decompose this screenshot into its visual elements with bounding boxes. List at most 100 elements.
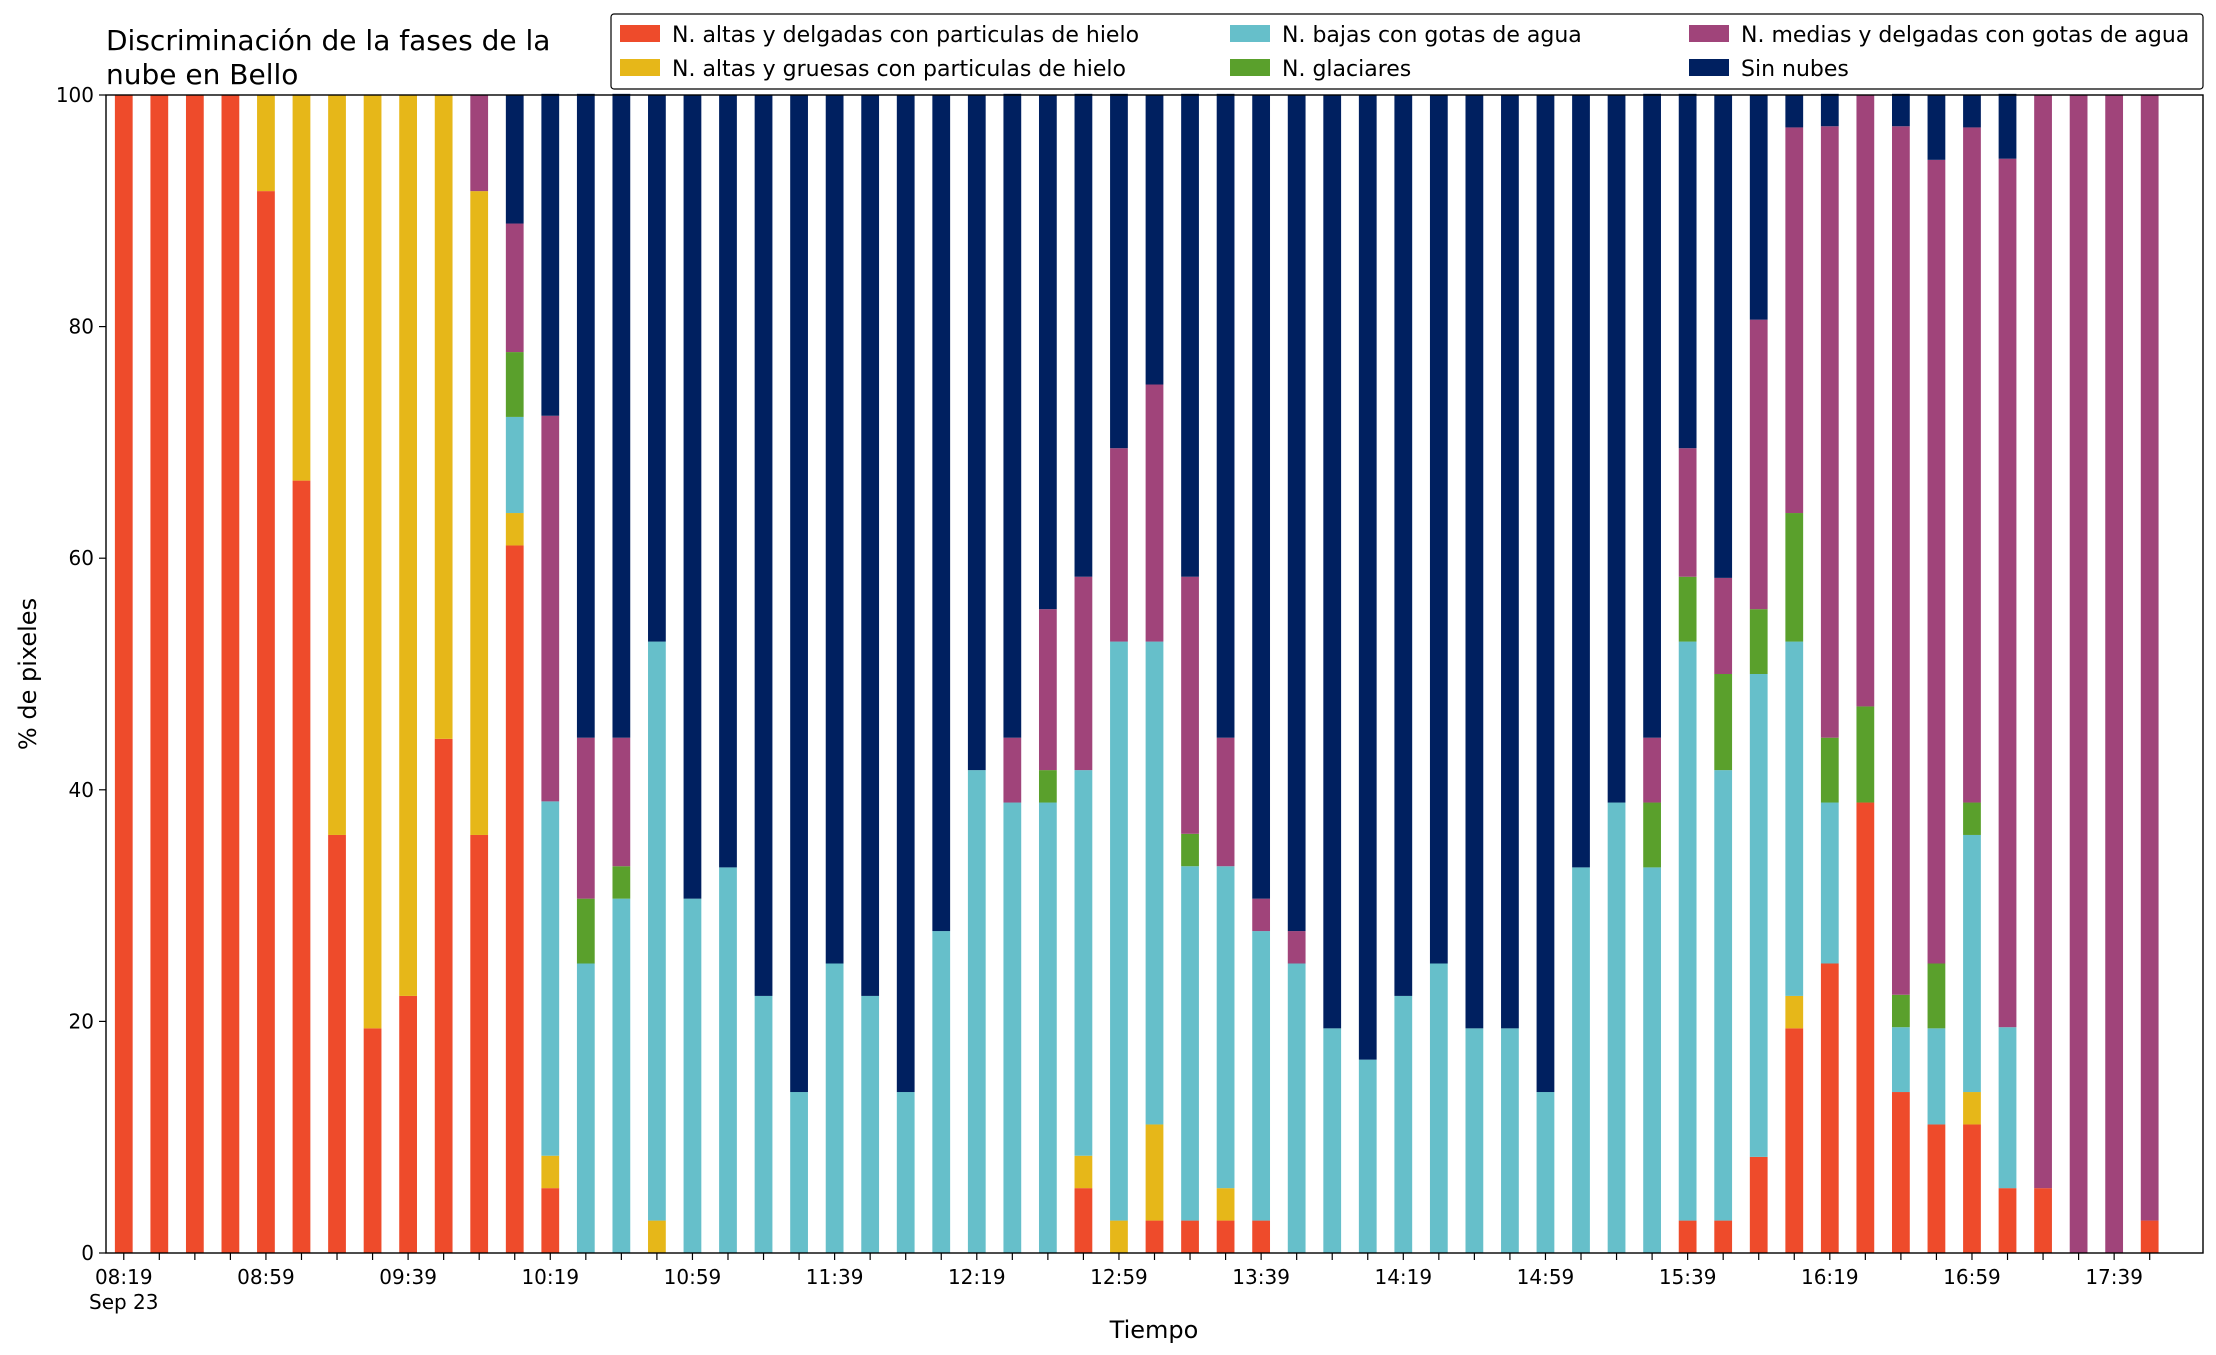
legend-label: N. medias y delgadas con gotas de agua bbox=[1741, 23, 2189, 48]
bar-segment bbox=[1003, 737, 1022, 803]
bar-segment bbox=[1785, 513, 1804, 642]
bar-segment bbox=[1323, 1028, 1342, 1253]
bar-segment bbox=[1429, 963, 1448, 1253]
bar-segment bbox=[1892, 1027, 1910, 1093]
bar-segment bbox=[1003, 93, 1022, 738]
bar-segment bbox=[1643, 93, 1661, 738]
bar-segment bbox=[1145, 641, 1164, 1125]
y-tick-label: 80 bbox=[69, 315, 94, 339]
bar-segment bbox=[1323, 95, 1342, 1029]
bar-segment bbox=[328, 95, 346, 835]
bar-segment bbox=[790, 95, 808, 1093]
bar-segment bbox=[1678, 1220, 1697, 1253]
bar-segment bbox=[1998, 158, 2017, 1028]
bar-segment bbox=[1749, 319, 1768, 610]
x-tick-label: 12:59 bbox=[1090, 1265, 1148, 1289]
bar-segment bbox=[1963, 802, 1981, 835]
bar-segment bbox=[505, 545, 524, 1253]
bar-segment bbox=[150, 95, 169, 1253]
bar-segment bbox=[505, 223, 524, 353]
bar-segment bbox=[363, 95, 382, 1029]
bar-segment bbox=[292, 95, 311, 481]
bar-segment bbox=[1110, 448, 1128, 642]
bar-segment bbox=[1216, 866, 1235, 1189]
bar-segment bbox=[861, 995, 880, 1253]
bar-segment bbox=[434, 738, 453, 1253]
y-tick-label: 20 bbox=[69, 1009, 94, 1033]
bar-segment bbox=[576, 737, 595, 899]
bar-segment bbox=[648, 641, 666, 1221]
bar-segment bbox=[790, 1092, 808, 1253]
bar-segment bbox=[1856, 706, 1875, 803]
bar-segment bbox=[1074, 93, 1093, 577]
plot-frame bbox=[105, 94, 2204, 1254]
bar-segment bbox=[1927, 1028, 1946, 1125]
legend-swatch bbox=[620, 59, 660, 76]
bar-segment bbox=[221, 95, 240, 1253]
bar-segment bbox=[719, 867, 737, 1253]
bar-segment bbox=[1714, 95, 1733, 578]
bar-segment bbox=[2069, 95, 2088, 1253]
legend-label: N. bajas con gotas de agua bbox=[1282, 23, 1582, 48]
bar-segment bbox=[1252, 898, 1271, 932]
bar-segment bbox=[1785, 127, 1804, 514]
bar-segment bbox=[1927, 1124, 1946, 1253]
chart-title: nube en Bello bbox=[106, 58, 298, 91]
bar-segment bbox=[1678, 641, 1697, 1221]
bar-segment bbox=[1074, 576, 1093, 771]
bar-segment bbox=[1394, 95, 1413, 996]
bar-segment bbox=[2140, 1220, 2159, 1253]
y-tick-label: 60 bbox=[69, 546, 94, 570]
bar-segment bbox=[1785, 95, 1804, 128]
bar-segment bbox=[1252, 95, 1271, 899]
chart-title: Discriminación de la fases de la bbox=[106, 24, 550, 57]
x-tick-label: 17:39 bbox=[2085, 1265, 2143, 1289]
bar-segment bbox=[1749, 1156, 1768, 1253]
x-tick-label: 16:19 bbox=[1801, 1265, 1859, 1289]
bar-segment bbox=[1287, 95, 1306, 932]
bar-segment bbox=[1892, 994, 1910, 1028]
x-date-label: Sep 23 bbox=[89, 1290, 159, 1314]
bar-segment bbox=[399, 995, 417, 1253]
bar-segment bbox=[1678, 448, 1697, 577]
legend-box bbox=[610, 13, 2204, 90]
bar-segment bbox=[1003, 802, 1022, 1253]
bar-segment bbox=[541, 415, 560, 802]
legend-swatch bbox=[1230, 25, 1270, 42]
y-axis-label: % de pixeles bbox=[14, 598, 42, 750]
bar-segment bbox=[1110, 641, 1128, 1221]
bar-segment bbox=[1678, 93, 1697, 449]
bar-segment bbox=[896, 95, 915, 1093]
bar-segment bbox=[1998, 1027, 2017, 1189]
bar-segment bbox=[1820, 802, 1839, 964]
bar-segment bbox=[1749, 609, 1768, 674]
bar-segment bbox=[1820, 737, 1839, 803]
bar-segment bbox=[1110, 93, 1128, 449]
bar-segment bbox=[1429, 95, 1448, 964]
bar-segment bbox=[1465, 1028, 1484, 1253]
bar-segment bbox=[1927, 95, 1946, 160]
bar-segment bbox=[1110, 1220, 1128, 1253]
x-tick-label: 09:39 bbox=[379, 1265, 437, 1289]
bar-segment bbox=[2140, 95, 2159, 1221]
bar-segment bbox=[1216, 1188, 1235, 1221]
bar-segment bbox=[257, 191, 275, 1253]
bar-segment bbox=[1820, 126, 1839, 738]
bar-segment bbox=[754, 995, 773, 1253]
bar-segment bbox=[505, 513, 524, 546]
bar-segment bbox=[683, 898, 702, 1253]
bar-segment bbox=[932, 931, 951, 1253]
bar-segment bbox=[1892, 126, 1910, 995]
bar-segment bbox=[1643, 867, 1661, 1253]
bar-segment bbox=[114, 95, 133, 1253]
bar-segment bbox=[754, 95, 773, 996]
bar-segment bbox=[1714, 1220, 1733, 1253]
bar-segment bbox=[1856, 95, 1875, 707]
legend-swatch bbox=[1689, 25, 1729, 42]
bar-segment bbox=[1963, 834, 1981, 1093]
bar-segment bbox=[1145, 95, 1164, 385]
x-tick-label: 11:39 bbox=[806, 1265, 864, 1289]
bar-segment bbox=[541, 801, 560, 1156]
y-tick-label: 0 bbox=[81, 1241, 94, 1265]
